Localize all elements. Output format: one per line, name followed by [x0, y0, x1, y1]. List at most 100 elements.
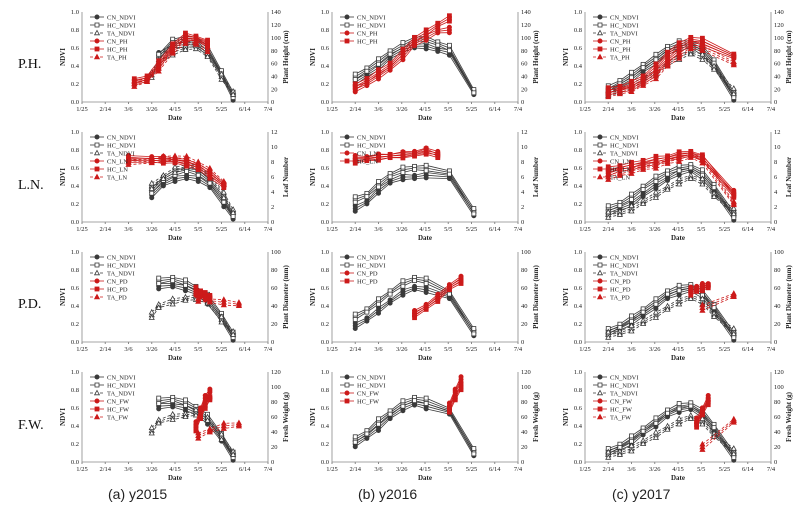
series-line — [151, 167, 234, 214]
data-point — [220, 188, 227, 195]
data-point — [218, 313, 225, 320]
data-point — [376, 301, 381, 307]
y-axis-title: NDVI — [59, 288, 67, 306]
data-point — [195, 167, 201, 173]
series-hc-pd — [412, 275, 464, 315]
y-tick-label: 1.0 — [574, 129, 582, 136]
x-axis-title: Date — [418, 234, 432, 242]
y2-tick-label: 80 — [774, 267, 781, 274]
x-tick-label: 6/14 — [239, 106, 251, 113]
y2-tick-label: 2 — [774, 204, 777, 211]
legend-entry: CN_PH — [610, 38, 631, 45]
data-point — [375, 310, 381, 316]
data-point — [220, 419, 227, 426]
data-point — [160, 158, 167, 164]
legend-entry: HC_PD — [610, 286, 631, 293]
x-tick-label: 5/5 — [194, 466, 202, 473]
series-line — [151, 296, 234, 334]
y-tick-label: 0.8 — [71, 147, 79, 154]
data-point — [352, 325, 358, 331]
series-line — [608, 38, 734, 91]
x-tick-label: 6/14 — [489, 466, 501, 473]
data-point — [458, 381, 464, 387]
y2-tick-label: 60 — [774, 414, 781, 421]
data-point — [352, 317, 358, 322]
y-tick-label: 0.6 — [71, 165, 80, 172]
y-tick-label: 0.0 — [574, 339, 582, 346]
data-point — [688, 287, 694, 293]
data-point — [705, 402, 711, 408]
x-tick-label: 4/15 — [419, 466, 431, 473]
data-point — [730, 90, 737, 97]
data-point — [400, 46, 406, 52]
data-point — [230, 214, 236, 219]
y-axis-title: NDVI — [309, 48, 317, 66]
data-point — [344, 38, 350, 44]
x-tick-label: 5/25 — [466, 226, 478, 233]
y2-tick-label: 0 — [774, 99, 777, 106]
x-tick-label: 3/26 — [146, 226, 158, 233]
x-tick-label: 2/14 — [349, 106, 361, 113]
data-point — [664, 160, 671, 166]
y-axis-title: NDVI — [59, 48, 67, 66]
data-point — [230, 209, 237, 216]
data-point — [220, 296, 227, 302]
data-point — [352, 77, 358, 82]
legend-entry: HC_NDVI — [357, 262, 386, 269]
data-point — [687, 415, 694, 421]
legend-entry: CN_PD — [610, 278, 631, 285]
data-point — [412, 38, 417, 44]
x-tick-label: 5/25 — [216, 226, 228, 233]
x-tick-label: 7/4 — [767, 466, 776, 473]
y2-tick-label: 12 — [774, 129, 781, 136]
data-point — [93, 293, 101, 300]
legend-entry: CN_NDVI — [107, 374, 136, 381]
series-line — [151, 414, 234, 455]
data-point — [94, 38, 100, 44]
caption-y2017: (c) y2017 — [612, 486, 671, 502]
legend-entry: CN_NDVI — [357, 134, 386, 141]
data-point — [148, 159, 155, 166]
legend-entry: TA_NDVI — [107, 150, 135, 157]
data-point — [640, 309, 646, 315]
data-point — [629, 313, 634, 319]
x-axis-title: Date — [671, 354, 685, 362]
x-tick-label: 5/25 — [216, 106, 228, 113]
series-ta-fw — [195, 422, 243, 441]
y-tick-label: 0.8 — [574, 387, 582, 394]
data-point — [676, 175, 683, 182]
series-line — [608, 150, 735, 195]
data-point — [694, 419, 699, 425]
legend-entry: CN_FW — [357, 390, 380, 397]
data-point — [597, 382, 603, 388]
data-point — [447, 13, 452, 19]
y2-tick-label: 120 — [521, 22, 531, 29]
x-tick-label: 3/6 — [374, 106, 383, 113]
x-tick-label: 1/25 — [76, 226, 88, 233]
y-tick-label: 0.6 — [71, 405, 80, 412]
data-point — [195, 161, 202, 168]
data-point — [730, 61, 737, 68]
data-point — [364, 201, 370, 207]
y-tick-label: 0.0 — [321, 219, 329, 226]
data-point — [195, 172, 201, 178]
series-ta-fw — [699, 417, 737, 450]
data-point — [458, 275, 464, 281]
data-point — [344, 14, 350, 20]
y2-axis-title: Leaf Number — [532, 157, 540, 197]
data-point — [387, 416, 393, 422]
y-tick-label: 1.0 — [321, 129, 329, 136]
legend-entry: TA_NDVI — [610, 30, 638, 37]
y2-tick-label: 20 — [774, 86, 781, 93]
y-tick-label: 0.0 — [71, 99, 79, 106]
data-point — [376, 157, 381, 163]
data-point — [710, 193, 718, 199]
data-point — [676, 180, 683, 187]
y-tick-label: 0.0 — [574, 99, 582, 106]
series-ta-ndvi — [605, 175, 737, 220]
y2-axis-title: Leaf Number — [785, 157, 793, 197]
